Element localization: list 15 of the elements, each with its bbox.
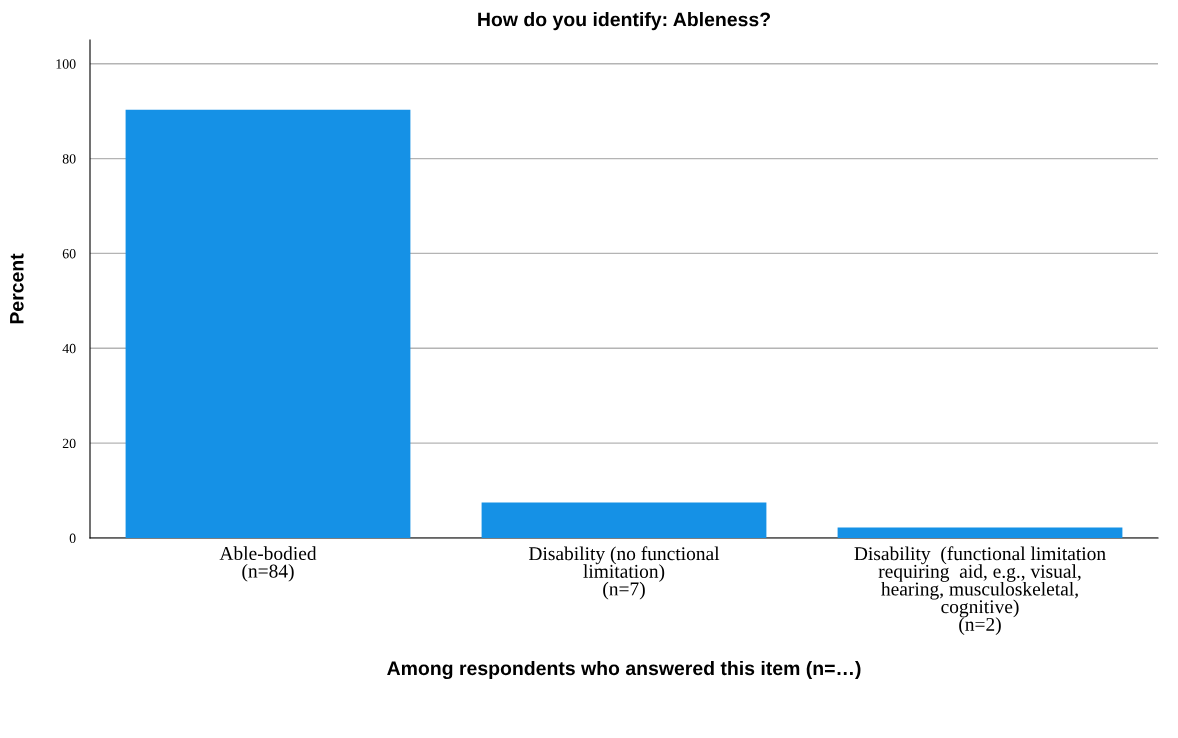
- x-tick-label: Able-bodied (n=84): [219, 546, 317, 582]
- x-tick-label: Disability (functional limitation requiring aid, e.g., visual, hearing, musculoskeletal, cognitive) (n=2): [854, 546, 1106, 635]
- chart-title: How do you identify: Ableness?: [478, 12, 770, 31]
- bar: [837, 527, 1123, 538]
- y-tick-label: 20: [62, 438, 76, 449]
- y-tick-label: 60: [62, 249, 76, 259]
- y-tick-label: 100: [56, 59, 76, 69]
- bar: [125, 109, 411, 538]
- x-axis-title: Among respondents who answered this item (n=…): [387, 660, 861, 680]
- y-tick-label: 0: [69, 533, 76, 543]
- x-tick-label: Disability (no functional limitation) (n=7): [528, 546, 720, 600]
- y-tick-label: 80: [62, 154, 76, 164]
- bar: [481, 502, 767, 538]
- y-axis-title: Percent: [10, 253, 24, 324]
- y-tick-label: 40: [62, 343, 76, 354]
